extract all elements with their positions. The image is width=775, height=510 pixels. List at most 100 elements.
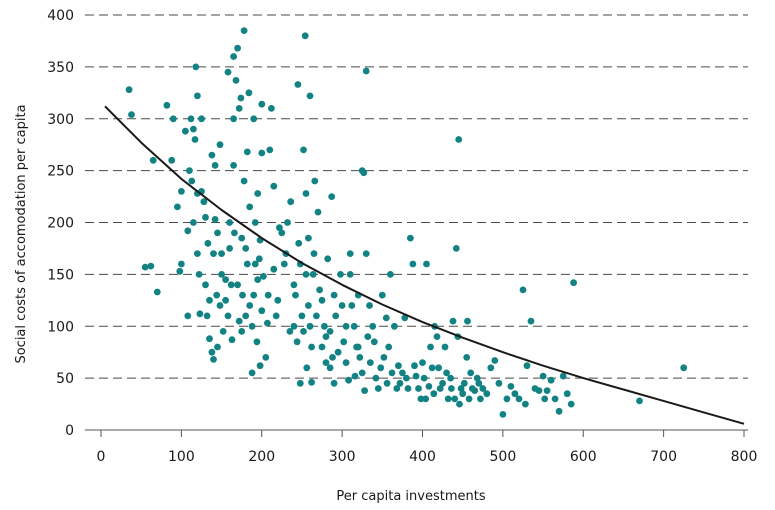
data-point-25 (194, 250, 201, 257)
data-point-99 (264, 291, 272, 299)
data-point-124 (301, 32, 309, 40)
data-point-267 (680, 364, 688, 372)
data-point-66 (235, 317, 243, 325)
data-point-75 (242, 312, 250, 320)
data-point-55 (226, 219, 234, 226)
data-point-27 (196, 310, 204, 318)
data-point-135 (310, 250, 318, 257)
data-point-43 (213, 291, 221, 299)
data-point-88 (254, 276, 262, 283)
data-point-185 (382, 314, 390, 322)
data-point-132 (308, 378, 315, 386)
data-point-218 (443, 369, 450, 377)
data-point-46 (216, 141, 224, 149)
data-point-107 (278, 229, 286, 237)
data-point-19 (190, 125, 197, 133)
y-tick-label-100: 100 (47, 319, 74, 335)
data-point-237 (473, 374, 481, 382)
data-point-79 (246, 203, 254, 211)
data-point-262 (559, 372, 567, 380)
data-point-194 (399, 369, 406, 377)
data-point-180 (372, 374, 380, 382)
data-point-142 (321, 322, 328, 330)
data-point-81 (248, 369, 256, 377)
data-point-101 (268, 105, 275, 112)
data-point-32 (202, 281, 209, 289)
y-tick-label-50: 50 (56, 371, 74, 387)
x-tick-label-500: 500 (490, 449, 517, 465)
data-point-37 (208, 151, 216, 159)
data-point-236 (471, 387, 479, 394)
data-point-64 (234, 44, 242, 52)
data-point-205 (420, 374, 428, 382)
data-point-256 (539, 372, 547, 380)
data-point-175 (364, 333, 372, 340)
data-point-252 (523, 362, 531, 370)
data-point-38 (208, 348, 216, 356)
data-point-159 (345, 376, 352, 384)
data-point-129 (305, 302, 312, 309)
data-point-31 (202, 213, 209, 221)
data-point-4 (147, 262, 155, 270)
data-point-69 (238, 328, 246, 335)
data-point-222 (449, 317, 457, 325)
x-axis-title: Per capita investments (336, 489, 485, 504)
data-point-35 (206, 296, 213, 304)
data-point-167 (354, 343, 362, 351)
data-point-20 (190, 219, 197, 226)
data-point-246 (503, 395, 511, 403)
x-tick-label-200: 200 (248, 449, 275, 465)
data-point-108 (280, 260, 288, 268)
data-point-168 (356, 354, 364, 361)
data-point-117 (294, 81, 302, 88)
data-point-18 (188, 177, 196, 185)
data-point-161 (346, 271, 354, 278)
data-point-74 (242, 245, 250, 252)
data-point-63 (232, 77, 240, 84)
data-point-181 (374, 385, 382, 392)
y-tick-label-200: 200 (47, 216, 74, 232)
data-point-45 (214, 343, 221, 351)
data-point-86 (251, 219, 259, 226)
data-point-68 (237, 94, 245, 102)
data-point-203 (417, 395, 425, 403)
data-point-188 (387, 271, 394, 278)
data-point-173 (362, 67, 370, 75)
data-point-145 (324, 255, 332, 263)
data-point-199 (409, 260, 417, 268)
data-point-36 (206, 335, 213, 343)
data-point-5 (153, 288, 161, 296)
data-point-1 (128, 111, 135, 118)
data-point-71 (239, 291, 246, 299)
data-point-65 (234, 281, 242, 289)
data-point-228 (457, 385, 465, 392)
data-point-150 (330, 291, 338, 299)
data-point-8 (169, 115, 177, 123)
data-point-73 (240, 27, 248, 34)
data-point-231 (463, 354, 471, 361)
data-point-204 (419, 359, 426, 366)
data-point-41 (211, 216, 219, 223)
data-point-39 (210, 356, 217, 363)
data-point-127 (303, 364, 311, 372)
data-point-263 (563, 390, 571, 398)
data-point-157 (342, 359, 350, 366)
data-point-103 (270, 265, 278, 273)
data-point-155 (338, 302, 346, 309)
trend-curve (104, 105, 745, 425)
x-tick-label-100: 100 (168, 449, 195, 465)
data-point-156 (340, 338, 348, 346)
data-point-215 (436, 385, 444, 392)
data-point-85 (251, 260, 259, 268)
data-point-227 (456, 400, 463, 408)
data-point-207 (423, 260, 430, 268)
data-point-209 (427, 343, 434, 351)
data-point-255 (535, 387, 543, 394)
data-point-95 (258, 307, 266, 315)
data-point-182 (377, 364, 385, 372)
data-point-160 (346, 250, 354, 257)
data-point-0 (125, 86, 133, 94)
y-axis-title: Social costs of accomodation per capita (14, 104, 29, 363)
data-point-67 (235, 105, 243, 112)
